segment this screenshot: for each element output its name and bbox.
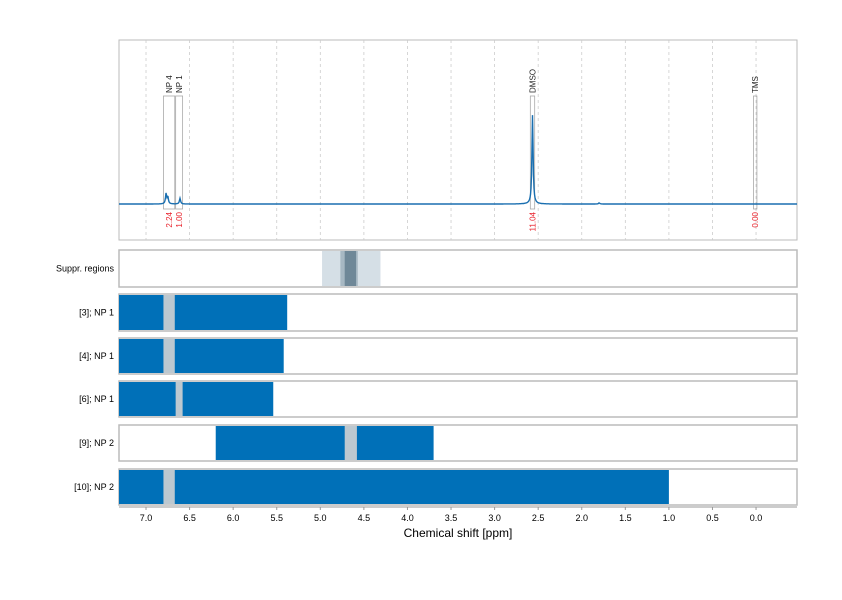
row-label: [10]; NP 2 [74,482,114,492]
tick-label: 2.5 [532,513,545,523]
tick-label: 5.5 [270,513,283,523]
region-bar [119,470,669,504]
spectrum-line [119,115,797,205]
tick-label: 1.5 [619,513,632,523]
region-gap [163,339,175,373]
tick-label: 0.5 [706,513,719,523]
region-gap [344,426,357,460]
annotation-label: NP 1 [175,75,184,93]
spectrum-panel: NP 4 2.24 NP 1 1.00 DMSO 11.04 TMS 0.00 [118,39,798,241]
x-axis: 7.0 6.5 6.0 5.5 5.0 4.5 4.0 3.5 3.0 2.5 2.0 1.5 1.0 0… [119,506,797,523]
row-label: Suppr. regions [56,264,115,274]
tick-label: 4.0 [401,513,414,523]
x-axis-label: Chemical shift [ppm] [404,526,513,540]
region-gap [163,295,175,330]
region-gap [175,382,183,416]
tick-label: 4.5 [358,513,371,523]
integral-value: 11.04 [529,211,538,231]
integral-value: 0.00 [751,211,760,227]
tick-label: 3.5 [445,513,458,523]
region-bar [215,426,434,460]
annotation-label: NP 4 [165,75,174,93]
region-bar [119,339,284,373]
tick-label: 0.0 [750,513,763,523]
row-label: [9]; NP 2 [79,438,114,448]
region-bar [119,382,274,416]
spectrum-frame [118,39,798,241]
tick-label: 5.0 [314,513,327,523]
tick-label: 2.0 [575,513,588,523]
row-frame [118,249,798,288]
suppr-dark-region [344,251,357,286]
annotation-box [175,95,184,210]
integral-value: 2.24 [165,211,174,227]
annotation-box [163,95,176,210]
region-gap [163,470,175,504]
tick-label: 3.0 [488,513,501,523]
annotation-box [753,95,758,210]
integral-value: 1.00 [175,211,184,227]
row-label: [3]; NP 1 [79,308,114,318]
row-label: [6]; NP 1 [79,394,114,404]
row-label: [4]; NP 1 [79,351,114,361]
tick-label: 1.0 [663,513,676,523]
tick-label: 7.0 [140,513,153,523]
annotation-box [529,95,536,210]
tick-label: 6.5 [183,513,196,523]
tick-label: 6.0 [227,513,240,523]
region-bar [119,295,288,330]
annotation-label: DMSO [529,69,538,93]
region-rows: Suppr. regions [3]; NP 1 [4]; NP 1 [6]; NP … [56,249,798,506]
annotation-label: TMS [751,76,760,93]
